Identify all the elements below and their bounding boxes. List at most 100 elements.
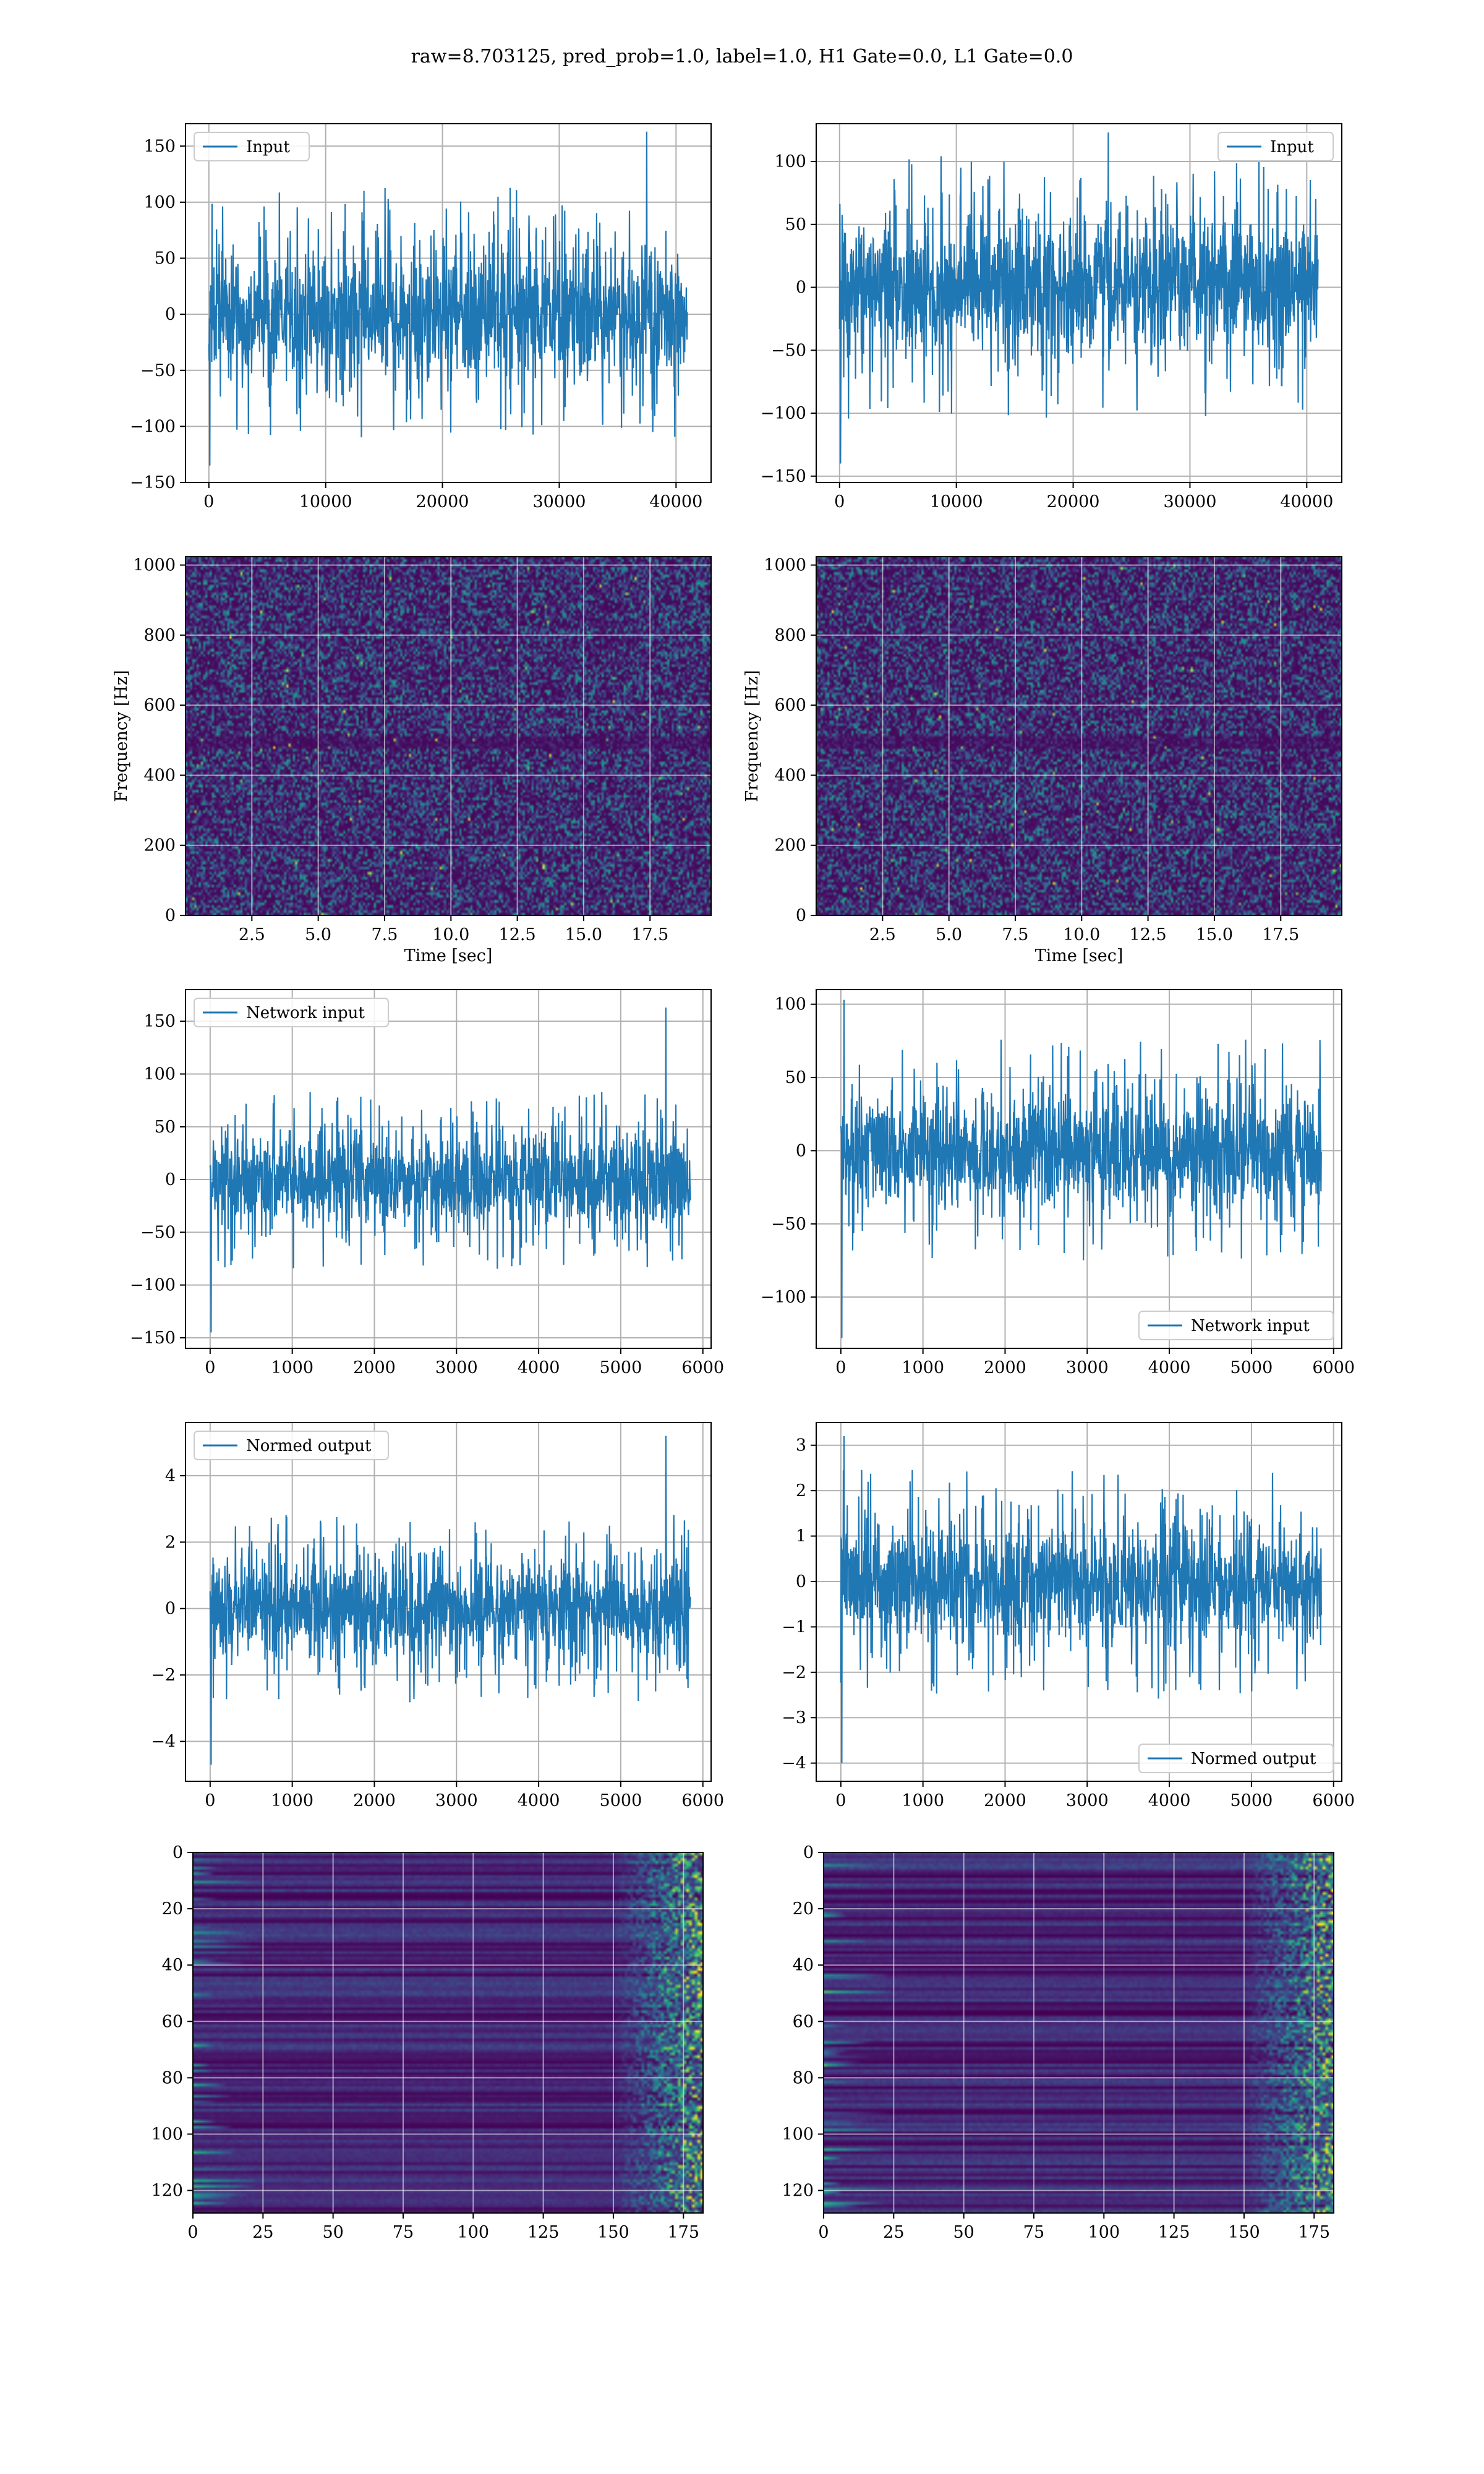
legend: Network input [194,998,389,1027]
y-tick-label: −50 [771,1215,806,1234]
y-tick-label: −150 [130,1329,176,1348]
x-tick-label: 12.5 [499,925,536,944]
x-tick-label: 100 [1088,2223,1120,2242]
y-tick-label: 0 [173,1843,183,1862]
y-tick-label: 120 [151,2181,183,2201]
legend-label: Normed output [1191,1750,1316,1768]
y-tick-label: −100 [130,417,176,436]
y-tick-label: 50 [155,1118,176,1137]
y-tick-label: 100 [151,2125,183,2144]
x-tick-label: 10.0 [432,925,469,944]
x-tick-label: 5000 [600,1358,642,1377]
legend-label: Normed output [246,1437,372,1455]
axes-frame [823,1852,1334,2214]
y-tick-label: 0 [165,906,176,925]
x-tick-label: 3000 [1066,1358,1109,1377]
x-tick-label: 75 [1023,2223,1044,2242]
legend: Normed output [194,1431,389,1460]
legend: Input [194,132,310,161]
x-tick-label: 6000 [1312,1791,1355,1810]
y-tick-label: 80 [162,2068,183,2087]
x-tick-label: 150 [1228,2223,1260,2242]
axes-frame [816,123,1342,483]
y-tick-label: 0 [165,1599,176,1619]
x-tick-label: 6000 [1312,1358,1355,1377]
x-tick-label: 175 [1298,2223,1330,2242]
x-tick-label: 7.5 [1002,925,1028,944]
axes-frame [816,989,1342,1349]
x-tick-label: 17.5 [631,925,668,944]
heatmap-image [186,557,711,915]
y-tick-label: −2 [782,1663,806,1682]
heatmap-image [816,557,1342,915]
grid [186,557,711,915]
y-tick-label: 600 [143,696,176,715]
y-tick-label: 60 [793,2012,814,2031]
y-tick-label: −100 [761,1288,806,1307]
x-tick-label: 15.0 [1196,925,1233,944]
y-tick-label: 2 [796,1481,806,1500]
axes-h1-normed-output: 0 1000 2000 3000 4000 5000 6000 −4 −2 0 2 4 Normed o… [151,1422,724,1810]
x-axis-label: Time [sec] [1035,946,1124,965]
y-tick-label: 600 [774,696,806,715]
x-tick-label: 12.5 [1130,925,1167,944]
legend-label: Network input [1191,1317,1310,1335]
axes-frame [816,1422,1342,1782]
axes-frame [185,556,712,916]
x-tick-label: 4000 [1148,1358,1191,1377]
x-tick-label: 5.0 [936,925,962,944]
y-tick-label: 1000 [133,556,176,575]
x-tick-label: 125 [1158,2223,1190,2242]
axes-l1-feature-map: 0 25 50 75 100 125 150 175 0 20 40 60 80 100 120 [782,1843,1334,2242]
x-tick-label: 20000 [416,492,469,511]
axes-h1-input: 0 10000 20000 30000 40000 −150 −100 −50 0 50 100 15… [130,123,712,511]
y-tick-label: 100 [143,1064,176,1084]
x-tick-label: 0 [834,492,845,511]
x-tick-label: 75 [393,2223,414,2242]
x-tick-label: 30000 [532,492,586,511]
y-tick-label: 40 [162,1956,183,1975]
y-tick-label: 0 [796,906,806,925]
y-tick-label: −100 [130,1276,176,1295]
series-line [840,999,1322,1338]
x-tick-label: 6000 [681,1358,724,1377]
x-tick-label: 50 [322,2223,343,2242]
y-tick-label: −150 [130,473,176,492]
series-line [209,1007,691,1333]
y-tick-label: 50 [785,1068,806,1087]
x-axis-label: Time [sec] [404,946,493,965]
x-tick-label: 30000 [1163,492,1216,511]
x-tick-label: 2000 [353,1358,396,1377]
y-tick-label: 0 [165,1170,176,1189]
y-tick-label: −50 [140,1223,176,1242]
x-tick-label: 2.5 [239,925,265,944]
y-tick-label: 200 [143,836,176,855]
x-tick-label: 3000 [435,1358,478,1377]
x-tick-label: 10.0 [1063,925,1100,944]
x-tick-label: 4000 [518,1791,560,1810]
axes-frame [185,989,712,1349]
legend-frame [1217,132,1334,161]
x-tick-label: 150 [597,2223,629,2242]
series-line [840,1436,1322,1763]
y-tick-label: 150 [143,137,176,156]
x-tick-label: 10000 [930,492,983,511]
y-tick-label: −50 [140,361,176,380]
y-tick-label: 2 [165,1533,176,1552]
x-tick-label: 100 [458,2223,490,2242]
y-tick-label: −150 [761,467,806,486]
x-tick-label: 2000 [984,1358,1026,1377]
heatmap-image [824,1852,1334,2213]
heatmap-image [193,1852,703,2213]
y-tick-label: −50 [771,341,806,360]
grid [816,557,1342,915]
x-tick-label: 4000 [1148,1791,1191,1810]
y-tick-label: 0 [803,1843,814,1862]
y-tick-label: 50 [785,215,806,234]
x-tick-label: 17.5 [1262,925,1299,944]
y-tick-label: 40 [793,1956,814,1975]
legend-label: Input [246,138,290,156]
x-tick-label: 0 [187,2223,198,2242]
figure-suptitle: raw=8.703125, pred_prob=1.0, label=1.0, … [411,46,1073,67]
y-tick-label: 100 [774,995,806,1014]
